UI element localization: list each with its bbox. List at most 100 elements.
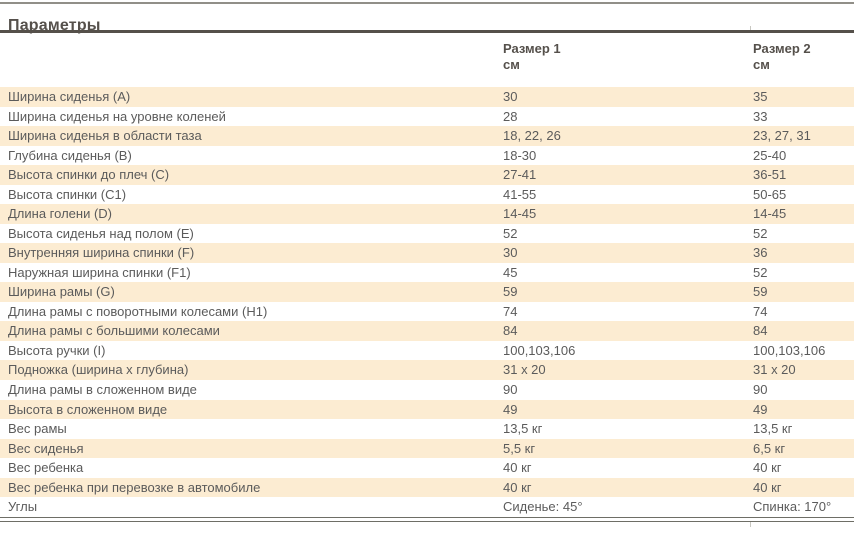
table-row: Вес сиденья 5,5 кг 6,5 кг: [0, 438, 854, 459]
row-size1-value: 52: [503, 225, 518, 241]
table-row: Высота в сложенном виде 49 49: [0, 399, 854, 420]
row-size1-value: 41-55: [503, 186, 537, 202]
column-header-size1-label: Размер 1: [503, 41, 561, 56]
row-size2-value: Спинка: 170°: [753, 499, 832, 515]
table-row: Ширина сиденья в области таза 18, 22, 26…: [0, 126, 854, 146]
row-size1-value: 31 х 20: [503, 362, 546, 378]
row-size1-value: 27-41: [503, 167, 537, 183]
row-label: Внутренняя ширина спинки (F): [8, 245, 195, 261]
table-row: Длина рамы в сложенном виде 90 90: [0, 380, 854, 400]
table-row: Вес ребенка при перевозке в автомобиле 4…: [0, 477, 854, 498]
table-row: Высота спинки (С1) 41-55 50-65: [0, 185, 854, 205]
row-size1-value: 45: [503, 264, 518, 280]
row-size1-value: Сиденье: 45°: [503, 499, 583, 515]
row-size2-value: 6,5 кг: [753, 440, 786, 456]
row-label: Ширина сиденья в области таза: [8, 128, 202, 144]
column-header-size1: Размер 1 см: [503, 41, 561, 73]
row-size2-value: 59: [753, 284, 768, 300]
row-label: Ширина сиденья на уровне коленей: [8, 108, 226, 124]
row-label: Длина голени (D): [8, 206, 112, 222]
table-row: Длина голени (D) 14-45 14-45: [0, 204, 854, 224]
row-size1-value: 28: [503, 108, 518, 124]
table-row: Ширина рамы (G) 59 59: [0, 282, 854, 302]
table-row: Подножка (ширина х глубина) 31 х 20 31 х…: [0, 360, 854, 380]
row-label: Длина рамы с поворотными колесами (Н1): [8, 303, 268, 319]
row-label: Длина рамы в сложенном виде: [8, 381, 197, 397]
table-row: Углы Сиденье: 45° Спинка: 170°: [0, 497, 854, 517]
row-size1-value: 40 кг: [503, 460, 532, 476]
parameters-table: Ширина сиденья (А) 30 35 Ширина сиденья …: [0, 87, 854, 517]
table-row: Вес ребенка 40 кг 40 кг: [0, 458, 854, 478]
row-size2-value: 90: [753, 381, 768, 397]
table-row: Вес рамы 13,5 кг 13,5 кг: [0, 419, 854, 439]
row-size2-value: 40 кг: [753, 460, 782, 476]
page-title: Параметры: [8, 16, 101, 34]
row-label: Высота сиденья над полом (Е): [8, 225, 194, 241]
table-row: Длина рамы с поворотными колесами (Н1) 7…: [0, 302, 854, 322]
row-size1-value: 30: [503, 89, 518, 104]
top-divider: [0, 2, 854, 4]
table-row: Длина рамы с большими колесами 84 84: [0, 321, 854, 341]
row-size2-value: 40 кг: [753, 479, 782, 495]
row-label: Высота в сложенном виде: [8, 401, 168, 417]
column-header-size2-unit: см: [753, 57, 770, 72]
row-size2-value: 74: [753, 303, 768, 319]
row-size1-value: 18, 22, 26: [503, 128, 561, 144]
row-size1-value: 84: [503, 323, 518, 339]
row-size1-value: 74: [503, 303, 518, 319]
row-size2-value: 84: [753, 323, 768, 339]
column-header-size1-unit: см: [503, 57, 520, 72]
row-size1-value: 18-30: [503, 147, 537, 163]
row-size2-value: 23, 27, 31: [753, 128, 811, 144]
row-size1-value: 14-45: [503, 206, 537, 222]
row-size1-value: 49: [503, 401, 518, 417]
row-size1-value: 13,5 кг: [503, 421, 543, 437]
column-border-tick-top: [750, 26, 751, 30]
column-header-size2: Размер 2 см: [753, 41, 811, 73]
row-size1-value: 5,5 кг: [503, 440, 536, 456]
row-size2-value: 50-65: [753, 186, 787, 202]
row-label: Ширина сиденья (А): [8, 89, 131, 104]
table-row: Высота ручки (I) 100,103,106 100,103,106: [0, 341, 854, 361]
table-row: Ширина сиденья (А) 30 35: [0, 87, 854, 107]
column-header-size2-label: Размер 2: [753, 41, 811, 56]
table-row: Глубина сиденья (В) 18-30 25-40: [0, 146, 854, 166]
row-label: Высота ручки (I): [8, 342, 106, 358]
row-label: Вес сиденья: [8, 440, 84, 456]
table-row: Высота сиденья над полом (Е) 52 52: [0, 224, 854, 244]
row-label: Вес ребенка: [8, 460, 84, 476]
row-size2-value: 36: [753, 245, 768, 261]
row-size2-value: 35: [753, 89, 768, 104]
column-border-tick-bottom: [750, 522, 751, 527]
row-label: Длина рамы с большими колесами: [8, 323, 220, 339]
title-divider: [0, 30, 854, 33]
row-label: Высота спинки (С1): [8, 186, 127, 202]
row-label: Подножка (ширина х глубина): [8, 362, 189, 378]
table-row: Ширина сиденья на уровне коленей 28 33: [0, 107, 854, 127]
row-size2-value: 31 х 20: [753, 362, 796, 378]
row-size1-value: 100,103,106: [503, 342, 576, 358]
row-size1-value: 90: [503, 381, 518, 397]
row-size2-value: 36-51: [753, 167, 787, 183]
row-size1-value: 30: [503, 245, 518, 261]
bottom-divider: [0, 517, 854, 522]
row-size2-value: 52: [753, 225, 768, 241]
row-size2-value: 49: [753, 401, 768, 417]
row-label: Глубина сиденья (В): [8, 147, 132, 163]
row-size2-value: 14-45: [753, 206, 787, 222]
row-label: Ширина рамы (G): [8, 284, 115, 300]
row-size1-value: 40 кг: [503, 479, 532, 495]
row-size2-value: 100,103,106: [753, 342, 826, 358]
row-label: Вес рамы: [8, 421, 67, 437]
row-size2-value: 52: [753, 264, 768, 280]
row-size2-value: 13,5 кг: [753, 421, 793, 437]
row-label: Углы: [8, 499, 38, 515]
table-row: Внутренняя ширина спинки (F) 30 36: [0, 243, 854, 263]
row-size2-value: 25-40: [753, 147, 787, 163]
row-label: Вес ребенка при перевозке в автомобиле: [8, 479, 261, 495]
row-size1-value: 59: [503, 284, 518, 300]
row-size2-value: 33: [753, 108, 768, 124]
table-row: Наружная ширина спинки (F1) 45 52: [0, 263, 854, 283]
row-label: Высота спинки до плеч (С): [8, 167, 170, 183]
row-label: Наружная ширина спинки (F1): [8, 264, 191, 280]
